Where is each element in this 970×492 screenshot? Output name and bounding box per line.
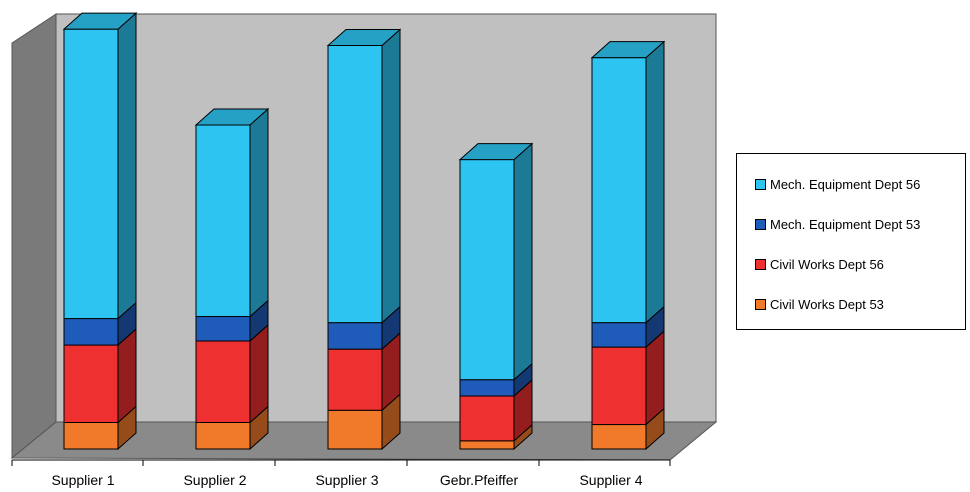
bar-segment [327,332,401,412]
bar-segment [63,301,137,347]
bar-front [459,395,515,442]
bar-segment [326,28,402,324]
bar-front [459,159,515,381]
bars [62,12,666,451]
bar-top [326,28,402,46]
bar-front [327,409,383,450]
bar-segment [458,142,534,381]
bar-stack [62,12,138,451]
bar-front [195,340,251,424]
bar-side [249,323,269,424]
legend-swatch [755,258,766,270]
bar-front [195,422,251,450]
side-wall [11,13,57,460]
bar-front [327,322,383,350]
bar-segment [194,107,270,318]
legend-item-civil-works-dept-56: Civil Works Dept 56 [755,256,884,272]
x-tick-label: Gebr.Pfeiffer [440,472,519,488]
x-tick-label: Supplier 3 [315,472,378,488]
legend-swatch [755,178,766,190]
bar-segment [327,393,401,451]
bar-front [195,316,251,342]
bar-segment [459,378,533,442]
legend-label: Mech. Equipment Dept 53 [770,216,921,232]
bar-stack [590,40,666,451]
bar-segment [195,323,269,424]
bar-front [195,124,251,318]
legend-item-civil-works-dept-53: Civil Works Dept 53 [755,296,884,312]
bar-side [645,40,665,324]
bar-front [591,322,647,348]
bar-segment [591,305,665,349]
legend-label: Civil Works Dept 56 [770,256,884,272]
bar-front [63,344,119,424]
bar-front [63,318,119,346]
bar-front [327,348,383,411]
x-axis: Supplier 1 Supplier 2 Supplier 3 Gebr.Pfeif… [11,459,671,488]
legend-swatch [755,218,766,230]
bar-front [591,346,647,426]
bar-segment [591,407,665,451]
bar-side [513,142,533,381]
bar-front [459,379,515,397]
legend: Mech. Equipment Dept 56 Mech. Equipment … [736,153,966,330]
bar-side [249,107,269,318]
bar-front [63,28,119,320]
bar-top [62,12,138,30]
bar-stack [326,28,402,451]
bar-front [591,424,647,450]
bar-front [327,44,383,324]
bar-top [590,41,666,59]
x-tick-label: Supplier 1 [51,472,114,488]
legend-item-mech-equipment-dept-53: Mech. Equipment Dept 53 [755,216,920,232]
bar-top [458,143,534,161]
bar-top [194,108,270,126]
bar-segment [591,329,665,426]
x-tick-label: Supplier 2 [183,472,246,488]
bar-front [591,57,647,324]
legend-label: Mech. Equipment Dept 56 [770,176,921,192]
bar-segment [327,305,401,351]
legend-swatch [755,298,766,310]
bar-segment [63,327,137,424]
bar-segment [195,405,269,451]
bar-segment [590,40,666,324]
legend-item-mech-equipment-dept-56: Mech. Equipment Dept 56 [755,176,920,192]
bar-side [381,28,401,324]
bar-segment [62,12,138,320]
bar-front [459,440,515,450]
x-tick-label: Supplier 4 [579,472,642,488]
bar-segment [195,299,269,343]
bar-stack [194,107,270,451]
bar-stack [458,142,534,451]
bar-front [63,422,119,450]
legend-label: Civil Works Dept 53 [770,296,884,312]
bar-side [117,12,137,320]
